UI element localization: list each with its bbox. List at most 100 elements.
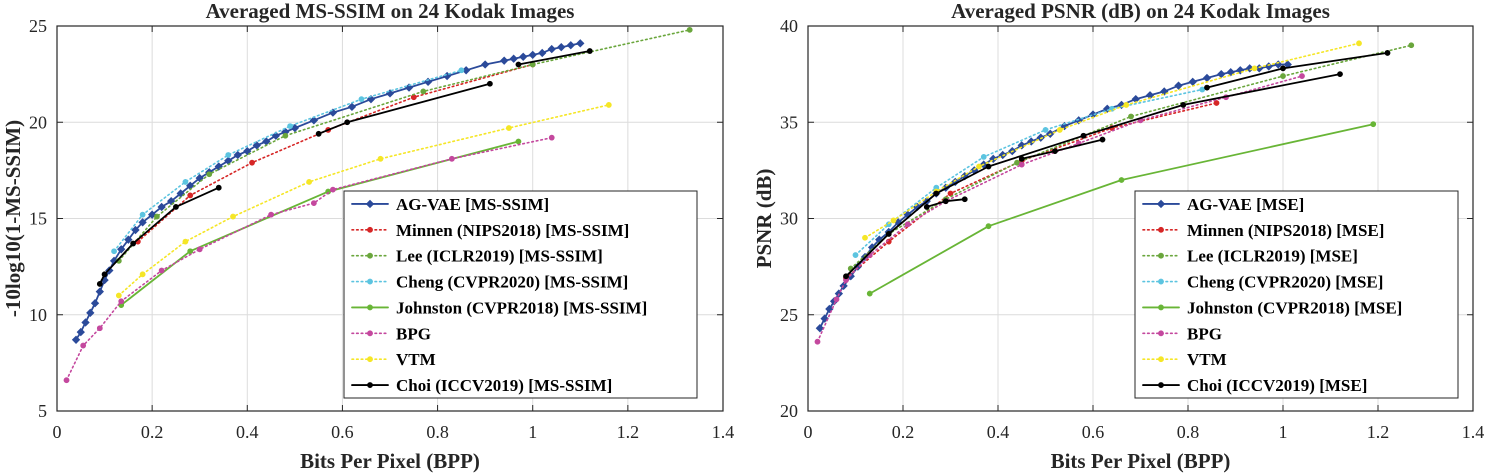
data-point <box>225 152 232 158</box>
data-point <box>885 230 892 237</box>
x-tick-label: 1.4 <box>712 422 735 442</box>
data-point <box>547 44 556 54</box>
x-tick-label: 1 <box>528 422 537 442</box>
x-axis-label: Bits Per Pixel (BPP) <box>300 449 480 473</box>
data-point <box>282 132 289 139</box>
plot-frame <box>807 25 1474 412</box>
data-point <box>95 287 104 296</box>
data-point <box>1056 127 1063 133</box>
data-point <box>825 304 834 314</box>
chart-title: Averaged MS-SSIM on 24 Kodak Images <box>206 0 575 23</box>
data-point <box>139 211 146 218</box>
legend: AG-VAE [MSE] Minnen (NIPS2018) [MSE] Lee (… <box>1134 190 1459 399</box>
data-point <box>1018 155 1025 162</box>
data-point <box>486 80 493 87</box>
data-point <box>843 273 849 280</box>
data-point <box>80 342 87 349</box>
data-point <box>904 221 911 228</box>
x-tick-label: 0 <box>804 422 813 442</box>
legend-label: AG-VAE [MS-SSIM] <box>396 195 549 214</box>
series-4 <box>852 86 1206 258</box>
data-point <box>124 235 133 244</box>
data-point <box>1264 62 1273 71</box>
x-tick-label: 0.8 <box>426 422 449 442</box>
legend-label: Choi (ICCV2019) [MS-SSIM] <box>396 376 612 395</box>
data-point <box>315 130 322 137</box>
data-point <box>115 292 122 299</box>
data-point <box>1128 113 1134 120</box>
data-point <box>310 200 317 206</box>
data-point <box>158 267 165 274</box>
x-tick-label: 0.6 <box>1082 422 1105 442</box>
series-9 <box>315 80 493 137</box>
data-point <box>117 245 126 254</box>
data-point <box>814 338 821 345</box>
y-tick-label: 15 <box>29 209 47 229</box>
chart-1: 0 0.2 0.4 0.6 0.8 1 1.2 1.4 5 10 15 20 25 Averaged MS… <box>1 0 734 473</box>
y-tick-label: 25 <box>780 305 798 325</box>
legend-swatch-marker <box>1158 356 1164 363</box>
legend-box <box>343 190 698 399</box>
data-point <box>1123 102 1130 108</box>
legend-swatch-marker <box>1158 226 1164 233</box>
series-line <box>517 50 591 66</box>
data-point <box>131 225 140 235</box>
legend-box <box>1134 190 1459 399</box>
legend-label: Choi (ICCV2019) [MSE] <box>1187 376 1367 395</box>
legend-entry: Johnston (CVPR2018) [MS-SSIM] <box>351 298 647 317</box>
data-point <box>358 96 365 103</box>
data-point <box>1042 127 1049 133</box>
data-point <box>976 163 982 170</box>
x-tick-label: 1.2 <box>617 422 640 442</box>
data-point <box>480 60 490 69</box>
series-line <box>816 75 1303 343</box>
data-point <box>961 196 968 203</box>
y-tick-label: 40 <box>780 16 798 36</box>
x-tick-label: 0.4 <box>987 422 1010 442</box>
data-point <box>271 131 280 140</box>
data-point <box>344 119 351 126</box>
data-point <box>233 150 242 160</box>
data-point <box>1370 121 1377 128</box>
data-point <box>1274 60 1283 69</box>
legend-swatch-marker <box>367 330 373 337</box>
chart-2: 0 0.2 0.4 0.6 0.8 1 1.2 1.4 20 25 30 35 40 Averaged P… <box>752 0 1484 473</box>
series-line <box>137 63 534 243</box>
y-tick-label: 30 <box>780 209 798 229</box>
legend-label: Johnston (CVPR2018) [MS-SSIM] <box>396 298 647 317</box>
x-tick-label: 1.4 <box>1462 422 1485 442</box>
series-10 <box>1018 136 1106 162</box>
series-line <box>864 42 1360 239</box>
data-point <box>1099 136 1106 143</box>
series-line <box>120 140 520 307</box>
legend-swatch-marker <box>1156 199 1166 209</box>
legend-label: Minnen (NIPS2018) [MS-SSIM] <box>396 221 629 240</box>
series-8 <box>96 184 222 287</box>
legend-entry: Minnen (NIPS2018) [MSE] <box>1142 221 1384 240</box>
legend-label: Minnen (NIPS2018) [MSE] <box>1187 221 1384 240</box>
data-point <box>1213 100 1220 106</box>
y-axis-label: PSNR (dB) <box>752 169 776 269</box>
legend-entry: Cheng (CVPR2020) [MSE] <box>1142 273 1383 292</box>
legend-label: AG-VAE [MSE] <box>1187 195 1304 214</box>
data-point <box>410 94 417 101</box>
data-point <box>147 210 157 219</box>
legend-entry: Minnen (NIPS2018) [MS-SSIM] <box>351 221 629 240</box>
data-point <box>309 116 319 125</box>
series-6 <box>63 134 555 384</box>
data-point <box>980 153 987 160</box>
data-point <box>933 190 940 197</box>
y-tick-label: 20 <box>780 401 798 421</box>
data-point <box>63 377 70 384</box>
data-point <box>862 234 868 241</box>
data-point <box>985 163 992 170</box>
x-tick-label: 0 <box>53 422 62 442</box>
data-point <box>538 48 547 58</box>
series-7 <box>115 102 612 299</box>
series-9 <box>923 196 968 210</box>
data-point <box>139 271 146 278</box>
data-point <box>90 299 100 308</box>
legend-entry: Cheng (CVPR2020) [MS-SSIM] <box>351 273 628 292</box>
data-point <box>866 290 873 297</box>
